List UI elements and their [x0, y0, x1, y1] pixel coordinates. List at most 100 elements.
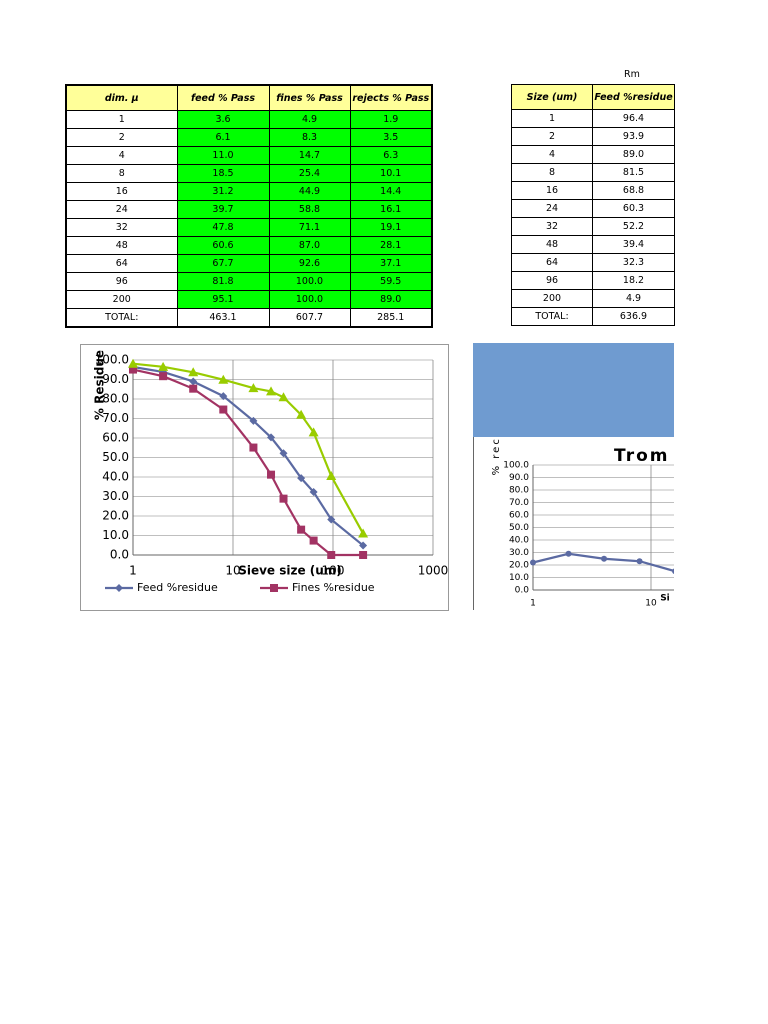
cell: 14.4	[349, 182, 433, 201]
y-tick-label: 80.0	[102, 392, 129, 406]
y-tick-label: 80.0	[509, 486, 529, 496]
marker	[297, 474, 306, 483]
y-tick-label: 30.0	[509, 548, 529, 558]
cell: 28.1	[349, 236, 433, 255]
marker	[636, 558, 643, 565]
marker	[267, 433, 276, 442]
y-tick-label: 90.0	[509, 473, 529, 483]
cell: 14.7	[268, 146, 351, 165]
y-axis-label: % Residue	[93, 350, 107, 420]
cell: 100.0	[268, 272, 351, 291]
marker	[327, 515, 336, 524]
marker	[189, 377, 198, 386]
x-tick-label: 10	[225, 564, 240, 578]
marker	[129, 365, 137, 374]
y-tick-label: 30.0	[102, 489, 129, 503]
y-tick-label: 0.0	[515, 586, 530, 596]
y-tick-label: 50.0	[102, 450, 129, 464]
y-tick-label: 40.0	[102, 470, 129, 484]
chart: 0.0 10.0 20.0 30.0 40.0 50.0 60.0 70.0 80.0 90.0 1…	[491, 275, 674, 609]
data-row: 24 39.7 58.8 16.1	[65, 200, 433, 219]
chart: 0.0 10.0 20.0 30.0 40.0 50.0 60.0 70.0 80.0 90.0 1…	[93, 350, 449, 594]
chart-frame	[80, 344, 449, 611]
cell: 87.0	[268, 236, 351, 255]
legend-label: Feed %residue	[137, 581, 218, 594]
total-cell: 636.9	[592, 307, 675, 326]
header-cell: rejects % Pass	[349, 84, 433, 111]
marker	[601, 555, 608, 562]
y-tick-label: 100.0	[95, 353, 129, 367]
marker	[249, 416, 258, 425]
data-row: 24 60.3	[511, 199, 675, 218]
cell: 200	[65, 290, 178, 309]
cell: 1.9	[349, 110, 433, 129]
data-row: 8 81.5	[511, 163, 675, 182]
header-cell: feed % Pass	[176, 84, 270, 111]
y-tick-label: 40.0	[509, 536, 529, 546]
y-tick-label: 10.0	[102, 528, 129, 542]
y-tick-label: 100.0	[503, 461, 529, 471]
data-row: 1 96.4	[511, 109, 675, 128]
cell: 100.0	[268, 290, 351, 309]
marker	[249, 443, 258, 452]
marker	[128, 358, 138, 368]
data-row: 16 68.8	[511, 181, 675, 200]
marker	[530, 559, 536, 566]
data-row: 32 52.2	[511, 217, 675, 236]
marker	[159, 372, 168, 381]
chart-title: Trom	[614, 446, 670, 466]
marker	[565, 550, 572, 557]
data-row: 200 95.1 100.0 89.0	[65, 290, 433, 309]
cell: 81.8	[176, 272, 270, 291]
y-tick-label: 70.0	[509, 498, 529, 508]
marker	[279, 449, 288, 458]
cell: 67.7	[176, 254, 270, 273]
data-row: 16 31.2 44.9 14.4	[65, 182, 433, 201]
marker	[308, 427, 319, 437]
header-row: dim. μ feed % Pass fines % Pass rejects % P…	[65, 84, 433, 111]
cell: 16.1	[349, 200, 433, 219]
total-cell: 285.1	[349, 308, 433, 328]
header-cell: Feed %residue	[592, 84, 675, 110]
marker	[672, 568, 674, 575]
marker	[358, 528, 369, 538]
cell: 3.5	[349, 128, 433, 147]
cell: 4.9	[268, 110, 351, 129]
x-axis-label: Sieve size (um)	[238, 564, 342, 578]
data-row: 2 6.1 8.3 3.5	[65, 128, 433, 147]
cell: 39.7	[176, 200, 270, 219]
cell: 60.6	[176, 236, 270, 255]
data-row: 64 67.7 92.6 37.1	[65, 254, 433, 273]
marker	[218, 374, 229, 384]
marker	[359, 551, 368, 559]
marker	[278, 392, 289, 402]
marker	[158, 361, 169, 371]
x-tick-label: 1000	[418, 564, 449, 578]
cell: 95.1	[176, 290, 270, 309]
data-row: 200 4.9	[511, 289, 675, 308]
cell: 89.0	[349, 290, 433, 309]
cell: 6.3	[349, 146, 433, 165]
header-cell: fines % Pass	[268, 84, 351, 111]
data-row: 1 3.6 4.9 1.9	[65, 110, 433, 129]
marker	[279, 494, 288, 503]
data-row: 32 47.8 71.1 19.1	[65, 218, 433, 237]
y-tick-label: 0.0	[110, 548, 129, 562]
y-tick-label: 90.0	[102, 372, 129, 386]
legend-label: Fines %residue	[292, 581, 375, 594]
y-tick-label: 20.0	[509, 561, 529, 571]
data-row: 4 11.0 14.7 6.3	[65, 146, 433, 165]
cell: 18.5	[176, 164, 270, 183]
y-axis-label: % recovery to return (reject)	[491, 275, 502, 476]
total-cell: 607.7	[268, 308, 351, 328]
cell: 6.1	[176, 128, 270, 147]
residue-table: Size (um) Feed %residue 1 96.4 2 93.9 4 89.0 8 81…	[511, 84, 675, 326]
marker	[219, 405, 228, 414]
marker	[296, 409, 307, 419]
y-tick-label: 50.0	[509, 523, 529, 533]
marker	[309, 536, 318, 545]
marker	[359, 541, 368, 550]
cell: 37.1	[349, 254, 433, 273]
